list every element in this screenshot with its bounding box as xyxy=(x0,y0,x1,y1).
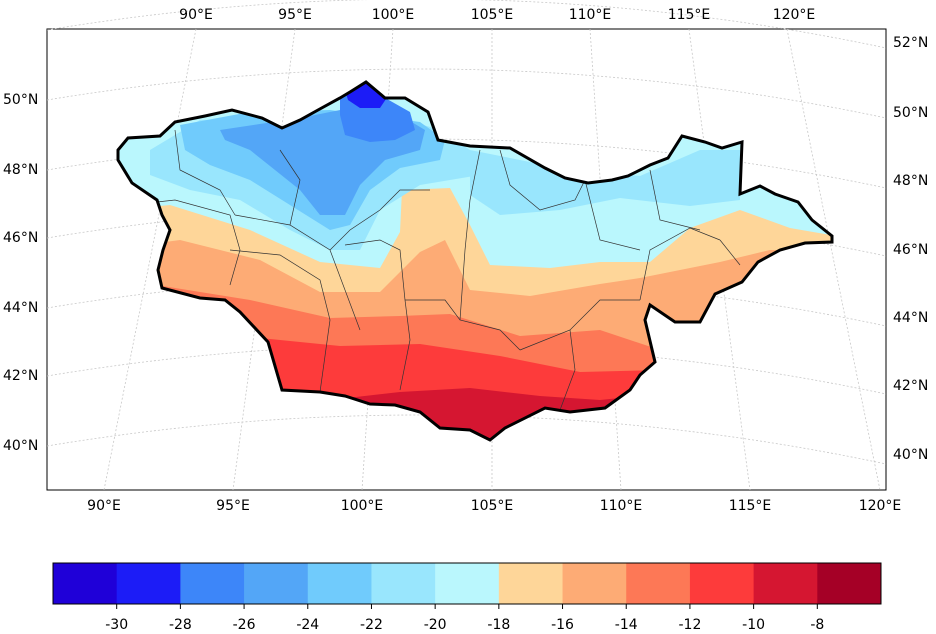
left-lat-label: 46°N xyxy=(3,230,38,246)
bottom-lon-label: 90°E xyxy=(87,498,121,514)
right-lat-label: 50°N xyxy=(893,105,928,121)
parallel-40n xyxy=(46,414,887,465)
bottom-lon-label: 105°E xyxy=(471,498,514,514)
right-lat-label: 42°N xyxy=(893,378,928,394)
left-lat-label: 40°N xyxy=(3,438,38,454)
colorbar-tick-label: -30 xyxy=(105,617,128,633)
colorbar-tick-label: -18 xyxy=(487,617,510,633)
colorbar-tick-label: -12 xyxy=(678,617,701,633)
colorbar-swatch xyxy=(435,563,500,604)
right-lat-label: 40°N xyxy=(893,447,928,463)
meridian-110e xyxy=(589,28,622,491)
colorbar-swatch xyxy=(562,563,627,604)
parallel-42n xyxy=(46,344,887,395)
right-lat-label: 44°N xyxy=(893,310,928,326)
top-lon-label: 105°E xyxy=(471,7,514,23)
bottom-lon-label: 110°E xyxy=(600,498,643,514)
colorbar-swatch xyxy=(244,563,309,604)
colorbar-tick-label: -8 xyxy=(810,617,824,633)
top-lon-label: 95°E xyxy=(278,7,312,23)
colorbar-swatch xyxy=(307,563,372,604)
colorbar-swatch xyxy=(53,563,118,604)
top-lon-label: 115°E xyxy=(668,7,711,23)
bottom-lon-label: 100°E xyxy=(341,498,384,514)
right-lat-label: 46°N xyxy=(893,242,928,258)
parallel-48n xyxy=(46,138,887,189)
colorbar-tick-label: -10 xyxy=(742,617,765,633)
left-lat-label: 42°N xyxy=(3,368,38,384)
colorbar-frame xyxy=(52,562,882,605)
colorbar-swatch xyxy=(753,563,818,604)
left-lat-label: 50°N xyxy=(3,92,38,108)
colorbar-tick-label: -14 xyxy=(615,617,638,633)
colorbar-swatch xyxy=(116,563,181,604)
colorbar-swatch xyxy=(371,563,436,604)
colorbar-tick-label: -20 xyxy=(424,617,447,633)
top-lon-label: 90°E xyxy=(179,7,213,23)
parallel-44n xyxy=(46,276,887,327)
top-lon-label: 100°E xyxy=(372,7,415,23)
colorbar-tick-label: -22 xyxy=(360,617,383,633)
bottom-lon-labels: 90°E 95°E 100°E 105°E 110°E 115°E 120°E xyxy=(87,498,901,514)
right-lat-labels: 52°N 50°N 48°N 46°N 44°N 42°N 40°N xyxy=(893,35,928,463)
left-lat-label: 44°N xyxy=(3,300,38,316)
top-lon-label: 110°E xyxy=(569,7,612,23)
colorbar-swatch xyxy=(626,563,691,604)
bottom-lon-label: 95°E xyxy=(216,498,250,514)
parallel-52n xyxy=(46,0,887,49)
colorbar-swatch xyxy=(689,563,755,604)
parallel-50n xyxy=(46,68,887,119)
top-lon-labels: 90°E 95°E 100°E 105°E 110°E 115°E 120°E xyxy=(179,7,815,23)
colorbar: -30 -28 -26 -24 -22 -20 -18 -16 -14 -12 -10 -8 xyxy=(52,562,882,633)
bottom-lon-label: 115°E xyxy=(729,498,772,514)
colorbar-tick-label: -26 xyxy=(233,617,256,633)
top-lon-label: 120°E xyxy=(773,7,816,23)
colorbar-tick-label: -16 xyxy=(551,617,574,633)
colorbar-swatch xyxy=(817,563,882,604)
band-cold-north-east xyxy=(470,150,740,215)
colorbar-tick-label: -28 xyxy=(169,617,192,633)
colorbar-swatch xyxy=(180,563,245,604)
right-lat-label: 52°N xyxy=(893,35,928,51)
bottom-lon-label: 120°E xyxy=(859,498,902,514)
colorbar-tick-label: -24 xyxy=(296,617,319,633)
province-boundaries xyxy=(129,129,741,411)
right-lat-label: 48°N xyxy=(893,173,928,189)
left-lat-labels: 50°N 48°N 46°N 44°N 42°N 40°N xyxy=(3,92,38,454)
left-lat-label: 48°N xyxy=(3,162,38,178)
colorbar-swatch xyxy=(498,563,564,604)
